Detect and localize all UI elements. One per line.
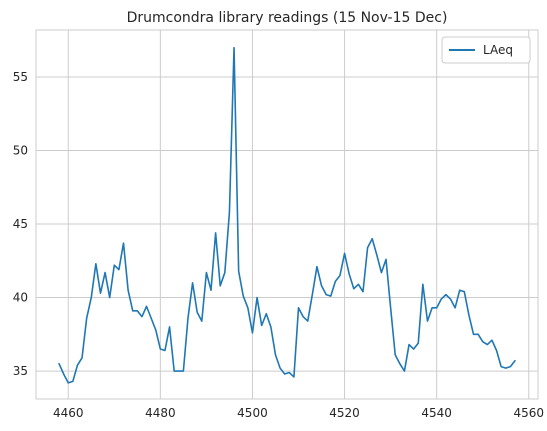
x-tick-label: 4520	[329, 406, 360, 420]
plot-frame	[35, 29, 539, 400]
plot-background	[36, 30, 538, 399]
legend: LAeq	[441, 36, 531, 64]
x-tick-label: 4540	[421, 406, 452, 420]
x-tick-label: 4560	[514, 406, 545, 420]
chart-title: Drumcondra library readings (15 Nov-15 D…	[127, 10, 448, 26]
y-tick-label: 45	[13, 217, 28, 231]
y-tick-label: 40	[13, 291, 28, 305]
x-tick-label: 4460	[53, 406, 84, 420]
series-line-laeq	[58, 46, 516, 384]
series-group	[58, 46, 516, 384]
y-tick-label: 55	[13, 70, 28, 84]
tick-labels: 4460 4480 4500 4520 4540 4560 35 40 45 50 55	[13, 70, 544, 420]
y-tick-label: 50	[13, 144, 28, 158]
x-tick-label: 4480	[145, 406, 176, 420]
x-tick-label: 4500	[237, 406, 268, 420]
legend-box	[441, 36, 531, 64]
legend-label: LAeq	[483, 43, 513, 57]
grid-lines	[36, 30, 538, 399]
y-tick-label: 35	[13, 364, 28, 378]
